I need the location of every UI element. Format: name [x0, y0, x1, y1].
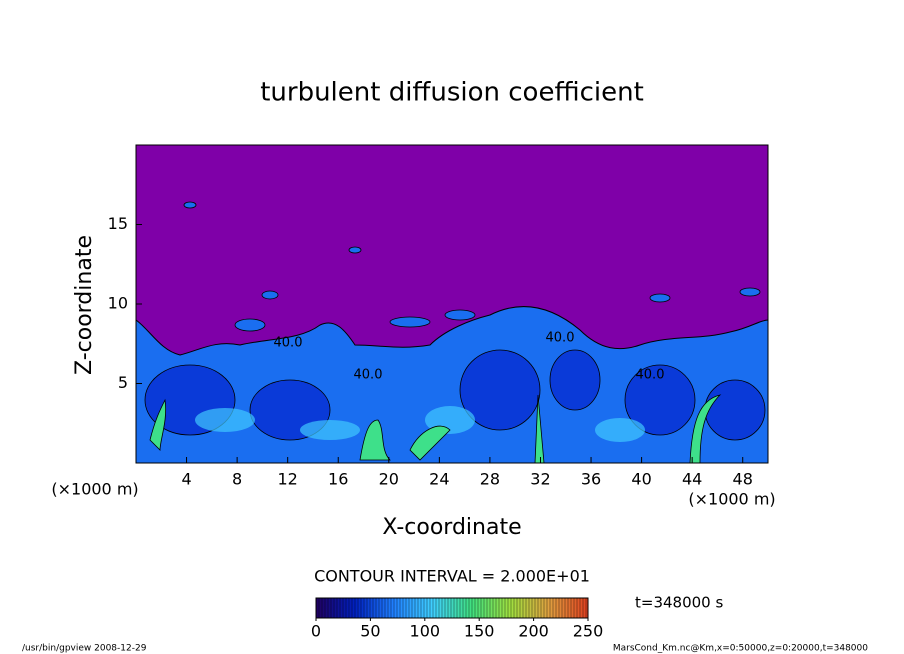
colorbar-tick-label: 0: [311, 622, 321, 641]
x-unit-right: (×1000 m): [688, 490, 775, 509]
x-tick-label: 36: [581, 470, 601, 489]
footer-right: MarsCond_Km.nc@Km,x=0:50000,z=0:20000,t=…: [613, 644, 868, 654]
x-axis-label: X-coordinate: [382, 515, 521, 540]
x-tick-label: 16: [328, 470, 348, 489]
y-tick-label: 15: [108, 214, 128, 233]
colorbar-tick-label: 250: [573, 622, 604, 641]
time-label: t=348000 s: [635, 594, 723, 612]
x-tick-label: 44: [682, 470, 702, 489]
y-axis-label: Z-coordinate: [72, 235, 97, 375]
filaments: [183, 201, 761, 332]
footer-left: /usr/bin/gpview 2008-12-29: [22, 644, 147, 654]
x-tick-label: 40: [631, 470, 651, 489]
x-tick-label: 4: [181, 470, 191, 489]
y-tick-label: 10: [108, 294, 128, 313]
contour-label: 40.0: [354, 368, 383, 383]
colorbar-tick-label: 150: [464, 622, 495, 641]
x-unit-left: (×1000 m): [51, 480, 138, 499]
x-tick-label: 48: [733, 470, 753, 489]
x-tick-label: 28: [480, 470, 500, 489]
eddy-bands: [195, 406, 645, 442]
contour-label: 40.0: [274, 336, 303, 351]
x-tick-label: 24: [429, 470, 449, 489]
contour-label: 40.0: [546, 331, 575, 346]
x-tick-label: 20: [379, 470, 399, 489]
colorbar-tick-label: 200: [518, 622, 549, 641]
colorbar-tick-label: 50: [360, 622, 380, 641]
chart-title: turbulent diffusion coefficient: [260, 78, 644, 108]
field: [136, 145, 768, 463]
colorbar-tick-label: 100: [410, 622, 441, 641]
y-tick-label: 5: [118, 373, 128, 392]
contour-interval: CONTOUR INTERVAL = 2.000E+01: [314, 567, 590, 586]
contour-label: 40.0: [636, 368, 665, 383]
x-tick-label: 8: [232, 470, 242, 489]
x-tick-label: 12: [278, 470, 298, 489]
high-values: [149, 394, 722, 463]
x-tick-label: 32: [530, 470, 550, 489]
